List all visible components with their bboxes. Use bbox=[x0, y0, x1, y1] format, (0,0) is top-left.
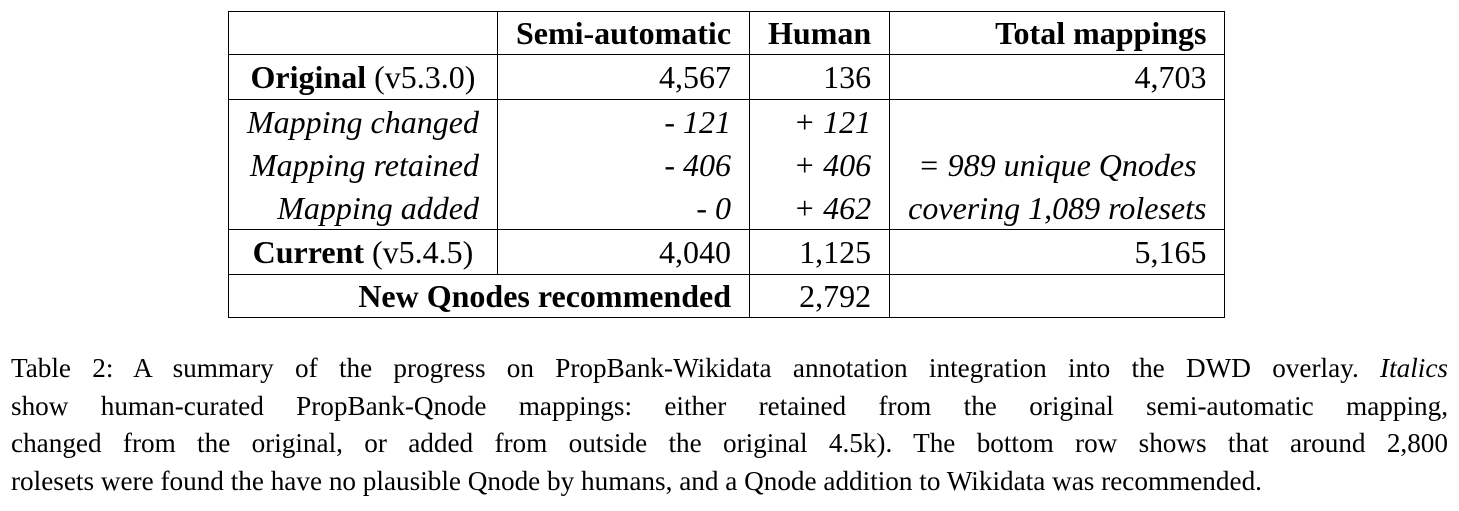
original-row: Original (v5.3.0) 4,567 136 4,703 bbox=[228, 54, 1226, 100]
mapping-retained-semi: - 406 bbox=[497, 143, 751, 186]
current-total-value: 5,165 bbox=[889, 229, 1226, 275]
current-label: Current (v5.4.5) bbox=[228, 229, 498, 275]
header-semi-automatic: Semi-automatic bbox=[497, 11, 751, 55]
recommended-label: New Qnodes recommended bbox=[227, 274, 751, 318]
current-label-bold: Current bbox=[252, 234, 365, 270]
mapping-changed-total bbox=[889, 99, 1226, 143]
header-row: Semi-automatic Human Total mappings bbox=[228, 11, 1226, 55]
original-semi-value: 4,567 bbox=[497, 54, 751, 100]
original-label-version: (v5.3.0) bbox=[374, 59, 476, 95]
current-label-version: (v5.4.5) bbox=[372, 234, 474, 270]
header-empty-cell bbox=[228, 11, 498, 55]
table-caption: Table 2: A summary of the progress on Pr… bbox=[11, 350, 1448, 500]
table-row: Mapping added - 0 + 462 covering 1,089 r… bbox=[228, 186, 1226, 230]
mapping-added-label: Mapping added bbox=[228, 186, 498, 230]
header-human: Human bbox=[749, 11, 891, 55]
mapping-added-human: + 462 bbox=[749, 186, 891, 230]
summary-table: Semi-automatic Human Total mappings Orig… bbox=[227, 11, 1226, 318]
caption-line-4: rolesets were found the have no plausibl… bbox=[11, 465, 1262, 496]
current-row: Current (v5.4.5) 4,040 1,125 5,165 bbox=[228, 229, 1226, 275]
current-human-value: 1,125 bbox=[749, 229, 891, 275]
original-label: Original (v5.3.0) bbox=[228, 54, 498, 100]
mapping-retained-human: + 406 bbox=[749, 143, 891, 186]
caption-line-1: Table 2: A summary of the progress on Pr… bbox=[11, 350, 1448, 388]
recommended-human-value: 2,792 bbox=[749, 274, 891, 318]
recommended-row: New Qnodes recommended 2,792 bbox=[227, 274, 1226, 318]
header-total-mappings: Total mappings bbox=[889, 11, 1226, 55]
mapping-added-semi: - 0 bbox=[497, 186, 751, 230]
original-total-value: 4,703 bbox=[889, 54, 1226, 100]
table-row: Mapping changed - 121 + 121 bbox=[228, 99, 1226, 143]
original-label-bold: Original bbox=[250, 59, 367, 95]
mapping-retained-label: Mapping retained bbox=[228, 143, 498, 186]
mapping-retained-total: = 989 unique Qnodes bbox=[889, 143, 1226, 186]
original-human-value: 136 bbox=[749, 54, 891, 100]
caption-line-2: show human-curated PropBank-Qnode mappin… bbox=[11, 390, 1448, 421]
caption-italics-word: Italics bbox=[1380, 353, 1449, 383]
caption-line-1-text: Table 2: A summary of the progress on Pr… bbox=[11, 353, 1359, 383]
mapping-changed-label: Mapping changed bbox=[228, 99, 498, 143]
table-row: Mapping retained - 406 + 406 = 989 uniqu… bbox=[228, 143, 1226, 186]
current-semi-value: 4,040 bbox=[497, 229, 751, 275]
mapping-changed-semi: - 121 bbox=[497, 99, 751, 143]
mapping-changed-human: + 121 bbox=[749, 99, 891, 143]
recommended-total-value bbox=[889, 274, 1226, 318]
mapping-added-total: covering 1,089 rolesets bbox=[889, 186, 1226, 230]
caption-line-3: changed from the original, or added from… bbox=[11, 428, 1448, 458]
